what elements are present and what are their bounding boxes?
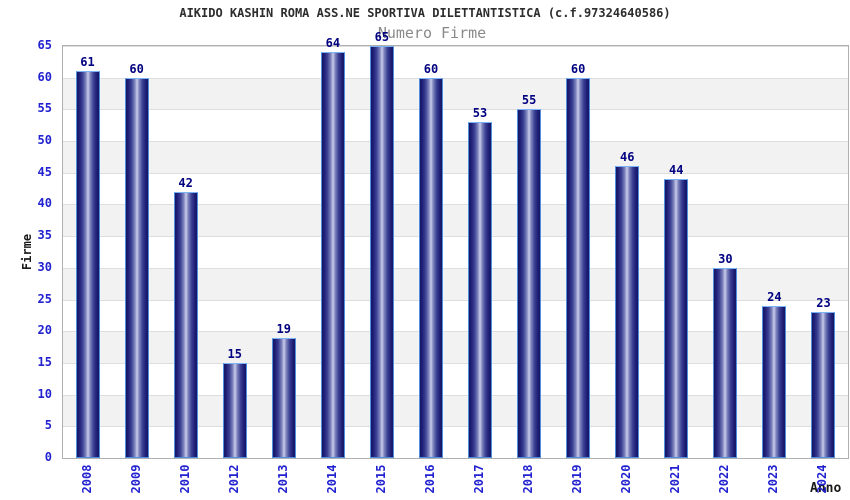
bar-2016 bbox=[418, 77, 443, 458]
y-tick-label: 30 bbox=[37, 259, 52, 274]
y-tick-label: 20 bbox=[37, 323, 52, 338]
bar-2022 bbox=[713, 267, 738, 458]
bar-slot-2013: 19 bbox=[259, 46, 308, 458]
bar-value-label: 64 bbox=[325, 36, 341, 51]
x-tick-label: 2015 bbox=[373, 464, 388, 494]
y-tick-label: 25 bbox=[37, 291, 52, 306]
bar-value-label: 15 bbox=[227, 346, 242, 361]
bar-2018 bbox=[517, 109, 542, 458]
plot-area: 61 60 42 15 19 64 65 60 53 55 60 46 44 30 24 23 bbox=[62, 30, 849, 459]
y-tick-label: 60 bbox=[37, 69, 52, 84]
x-tick-label: 2018 bbox=[521, 464, 536, 494]
bar-2009 bbox=[124, 77, 149, 458]
y-tick-label: 5 bbox=[44, 418, 52, 433]
grid-band bbox=[63, 77, 848, 110]
x-tick-label: 2010 bbox=[177, 464, 192, 494]
chart-subtitle: Numero Firme bbox=[377, 24, 487, 42]
grid-band bbox=[63, 109, 848, 142]
bar-2023 bbox=[762, 305, 787, 458]
x-tick-label: 2009 bbox=[128, 464, 143, 494]
bar-value-label: 65 bbox=[374, 30, 390, 44]
bar-slot-2021: 44 bbox=[652, 46, 701, 458]
bars-layer: 61 60 42 15 19 64 65 60 53 55 60 46 44 30 24 23 bbox=[63, 30, 848, 458]
bar-2012 bbox=[222, 362, 247, 458]
x-tick-label: 2013 bbox=[275, 464, 290, 494]
bar-value-label: 23 bbox=[816, 296, 831, 311]
bar-slot-2018: 55 bbox=[505, 46, 554, 458]
grid-band bbox=[63, 141, 848, 173]
bar-slot-2020: 46 bbox=[603, 46, 652, 458]
x-tick-label: 2024 bbox=[815, 464, 830, 494]
y-tick-label: 35 bbox=[37, 228, 52, 243]
bar-slot-2009: 60 bbox=[112, 46, 161, 458]
bar-slot-2023: 24 bbox=[750, 46, 799, 458]
bar-value-label: 44 bbox=[669, 163, 684, 178]
y-tick-label: 65 bbox=[37, 38, 52, 52]
bar-value-label: 42 bbox=[178, 175, 193, 190]
bar-slot-2016: 60 bbox=[406, 46, 455, 458]
bar-slot-2024: 23 bbox=[799, 46, 848, 458]
x-tick-label: 2008 bbox=[79, 464, 94, 494]
bar-value-label: 46 bbox=[619, 150, 635, 165]
y-tick-label: 45 bbox=[37, 164, 52, 179]
bar-slot-2019: 60 bbox=[554, 46, 603, 458]
bar-value-label: 55 bbox=[521, 93, 537, 108]
x-tick-label: 2016 bbox=[422, 464, 437, 494]
bar-2008 bbox=[75, 71, 100, 458]
bar-slot-2012: 15 bbox=[210, 46, 259, 458]
bar-2010 bbox=[173, 191, 198, 458]
grid-band bbox=[63, 46, 848, 78]
y-tick-label: 55 bbox=[37, 101, 52, 116]
bar-slot-2017: 53 bbox=[456, 46, 505, 458]
bar-value-label: 60 bbox=[129, 61, 144, 76]
bar-value-label: 53 bbox=[472, 106, 488, 121]
x-tick-label: 2020 bbox=[619, 464, 634, 494]
bar-2019 bbox=[566, 77, 591, 458]
bar-value-label: 60 bbox=[423, 61, 439, 76]
y-tick-label: 40 bbox=[37, 196, 52, 211]
bar-2015 bbox=[369, 46, 394, 458]
bar-slot-2008: 61 bbox=[63, 46, 112, 458]
bar-2020 bbox=[615, 166, 640, 458]
y-tick-label: 50 bbox=[37, 133, 52, 148]
bar-value-label: 60 bbox=[570, 61, 586, 76]
bar-slot-2010: 42 bbox=[161, 46, 210, 458]
bar-slot-2014: 64 bbox=[308, 36, 357, 458]
bar-value-label: 61 bbox=[80, 55, 95, 70]
x-tick-label: 2017 bbox=[472, 464, 487, 494]
x-tick-label: 2022 bbox=[717, 464, 732, 494]
bar-2024 bbox=[811, 312, 836, 458]
y-tick-label: 10 bbox=[37, 386, 52, 401]
x-tick-label: 2019 bbox=[570, 464, 585, 494]
bar-slot-2022: 30 bbox=[701, 46, 750, 458]
chart-title: AIKIDO KASHIN ROMA ASS.NE SPORTIVA DILET… bbox=[179, 6, 671, 20]
bar-value-label: 30 bbox=[718, 251, 733, 266]
bar-value-label: 19 bbox=[276, 321, 292, 336]
bar-2014 bbox=[320, 52, 345, 458]
bar-2013 bbox=[271, 337, 296, 458]
y-tick-label: 0 bbox=[44, 450, 52, 464]
x-tick-label: 2023 bbox=[766, 464, 781, 494]
x-axis-title: Anno bbox=[810, 481, 842, 496]
bar-2021 bbox=[664, 179, 689, 458]
y-tick-label: 15 bbox=[37, 354, 52, 369]
x-tick-label: 2012 bbox=[226, 464, 241, 494]
x-tick-label: 2021 bbox=[668, 464, 683, 494]
bar-2017 bbox=[468, 122, 493, 458]
x-tick-label: 2014 bbox=[324, 464, 339, 494]
bar-slot-2015: 65 bbox=[357, 30, 406, 458]
bar-value-label: 24 bbox=[767, 289, 782, 304]
